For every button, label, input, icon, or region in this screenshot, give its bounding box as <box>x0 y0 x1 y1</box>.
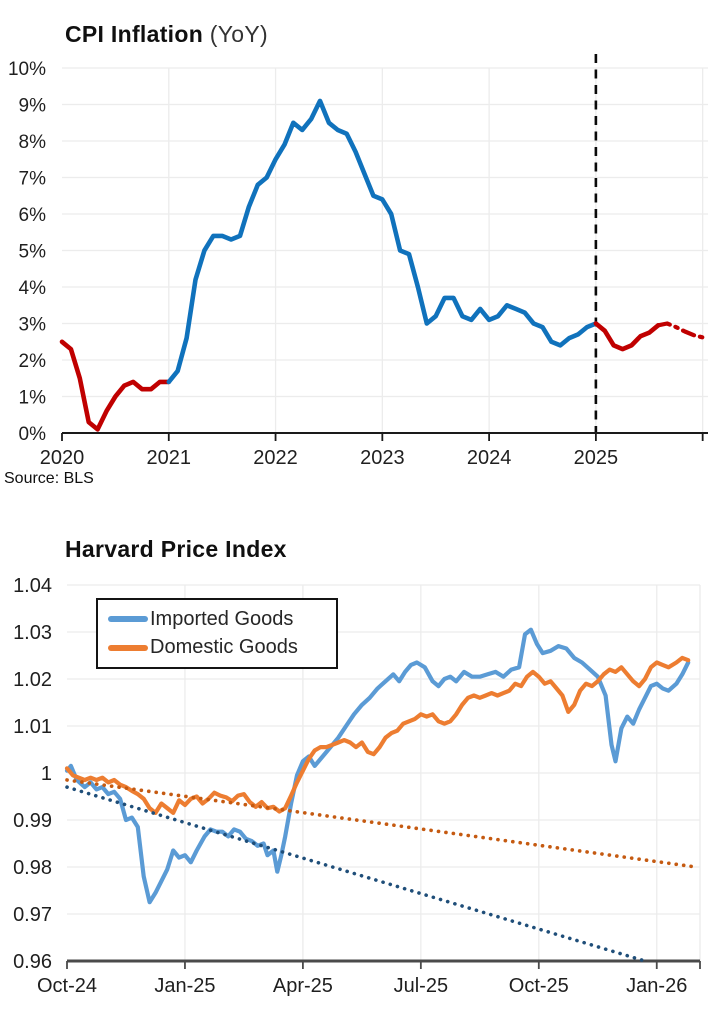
legend-item-domestic-goods: Domestic Goods <box>108 636 326 659</box>
series-cpi-forecast <box>656 321 705 340</box>
x-tick-label: Oct-24 <box>37 975 97 997</box>
harvard-chart-title-main: Harvard Price Index <box>65 536 287 562</box>
legend-label-imported-goods: Imported Goods <box>150 607 294 630</box>
y-tick-label: 4% <box>19 278 47 299</box>
y-tick-label: 1.03 <box>13 622 52 644</box>
y-tick-label: 0.96 <box>13 951 52 973</box>
x-tick-label: Jan-26 <box>626 975 687 997</box>
y-tick-label: 1 <box>41 763 52 785</box>
y-tick-label: 0.97 <box>13 904 52 926</box>
cpi-chart-title: CPI Inflation (YoY) <box>65 21 268 48</box>
x-tick-label: 2022 <box>253 447 298 469</box>
y-tick-label: 8% <box>19 132 47 153</box>
y-tick-label: 1.02 <box>13 669 52 691</box>
y-tick-label: 5% <box>19 242 47 263</box>
series-cpi-actual-2020 <box>59 339 172 432</box>
legend-label-domestic-goods: Domestic Goods <box>150 636 298 659</box>
x-tick-label: 2020 <box>40 447 85 469</box>
y-tick-label: 2% <box>19 351 47 372</box>
legend-item-imported-goods: Imported Goods <box>108 608 326 631</box>
x-tick-label: Jan-25 <box>154 975 215 997</box>
x-tick-label: Jul-25 <box>394 975 448 997</box>
y-tick-label: 1% <box>19 388 47 409</box>
x-tick-label: Oct-25 <box>509 975 569 997</box>
x-tick-label: Apr-25 <box>273 975 333 997</box>
y-tick-label: 6% <box>19 205 47 226</box>
y-tick-label: 3% <box>19 315 47 336</box>
domestic-goods-line-swatch <box>108 644 148 651</box>
y-tick-label: 10% <box>8 59 46 80</box>
y-tick-label: 0.99 <box>13 810 52 832</box>
series-domestic-goods <box>64 655 691 816</box>
harvard-chart-title: Harvard Price Index <box>65 536 287 563</box>
x-tick-label: 2021 <box>147 447 192 469</box>
y-tick-label: 1.01 <box>13 716 52 738</box>
y-tick-label: 9% <box>19 96 47 117</box>
source-note: Source: BLS <box>4 470 94 487</box>
series-imported-goods <box>64 627 691 905</box>
y-tick-label: 1.04 <box>13 575 52 597</box>
x-tick-label: 2023 <box>360 447 405 469</box>
series-cpi-2021-2024 <box>166 98 599 385</box>
x-tick-label: 2024 <box>467 447 512 469</box>
imported-goods-line-swatch <box>108 616 148 623</box>
legend: Imported Goods Domestic Goods <box>96 598 338 669</box>
x-tick-label: 2025 <box>574 447 619 469</box>
cpi-chart-title-main: CPI Inflation <box>65 21 204 47</box>
y-tick-label: 0.98 <box>13 857 52 879</box>
y-tick-label: 7% <box>19 169 47 190</box>
y-tick-label: 0% <box>19 424 47 445</box>
cpi-chart-title-suffix: (YoY) <box>203 21 268 47</box>
series-cpi-2025 <box>593 321 661 352</box>
series-imported-goods-trend <box>65 785 647 963</box>
series-domestic-goods-trend <box>65 778 694 869</box>
